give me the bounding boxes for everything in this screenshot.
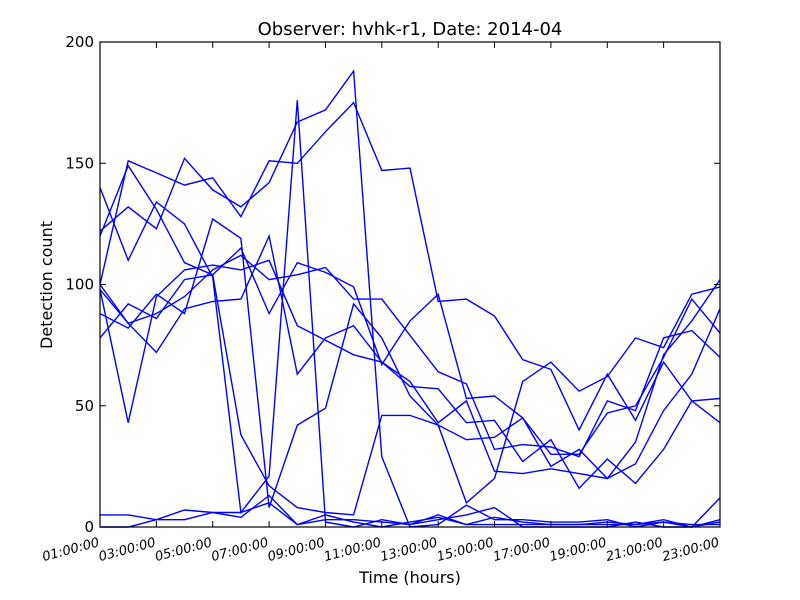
x-tick-label: 15:00:00 [435, 535, 495, 565]
x-tick-label: 07:00:00 [210, 535, 270, 565]
x-tick-label: 05:00:00 [153, 535, 213, 565]
series-line-3 [100, 100, 720, 527]
y-tick-label: 50 [75, 397, 94, 415]
series-layer [100, 71, 720, 527]
x-axis-label: Time (hours) [358, 568, 461, 587]
x-tick-label: 11:00:00 [323, 535, 383, 565]
y-tick-label: 150 [65, 154, 94, 172]
series-line-7 [100, 166, 720, 479]
x-tick-label: 17:00:00 [492, 535, 552, 565]
x-tick-label: 19:00:00 [548, 535, 608, 565]
y-tick-label: 200 [65, 33, 94, 51]
series-line-6 [100, 219, 720, 508]
series-line-10 [100, 496, 720, 528]
x-tick-label: 03:00:00 [97, 535, 157, 565]
y-axis-label: Detection count [37, 221, 56, 349]
series-line-4 [100, 71, 720, 527]
x-tick-label: 21:00:00 [604, 535, 664, 565]
x-tick-label: 09:00:00 [266, 535, 326, 565]
x-tick-label: 01:00:00 [41, 535, 101, 565]
x-tick-label: 13:00:00 [379, 535, 439, 565]
x-tick-label: 23:00:00 [661, 535, 721, 565]
series-line-8 [100, 236, 720, 479]
y-tick-label: 100 [65, 276, 94, 294]
chart-title: Observer: hvhk-r1, Date: 2014-04 [258, 19, 563, 40]
y-tick-label: 0 [84, 518, 94, 536]
